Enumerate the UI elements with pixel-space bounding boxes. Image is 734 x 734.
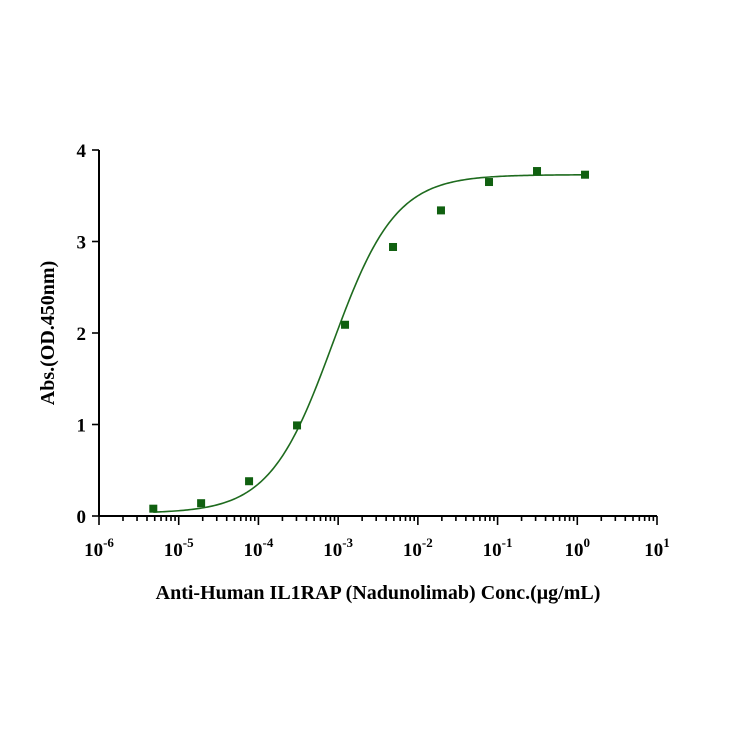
x-tick-label: 10-4	[244, 535, 274, 561]
x-tick-label: 10-2	[403, 535, 433, 561]
x-ticks: 10-6 10-5 10-4 10-3 10-2 10-1 100 101	[84, 516, 670, 561]
data-points	[149, 167, 590, 513]
x-axis-title: Anti-Human IL1RAP (Nadunolimab) Conc.(μg…	[156, 582, 601, 604]
x-tick-label: 101	[644, 535, 670, 561]
x-tick-label: 10-1	[483, 535, 513, 561]
axes	[98, 150, 657, 517]
data-point	[197, 499, 206, 508]
y-tick-label: 3	[77, 233, 87, 254]
data-point	[149, 504, 158, 513]
data-point	[293, 421, 302, 430]
y-tick-label: 1	[77, 416, 87, 437]
y-tick-label: 0	[77, 507, 87, 528]
x-tick-label: 10-3	[323, 535, 353, 561]
data-point	[436, 206, 445, 215]
data-point	[245, 477, 254, 486]
data-point	[389, 242, 398, 251]
y-tick-label: 4	[77, 141, 87, 162]
data-point	[341, 320, 350, 329]
data-point	[485, 178, 494, 187]
x-tick-label: 10-5	[164, 535, 194, 561]
data-point	[533, 167, 542, 176]
y-axis-title: Abs.(OD.450nm)	[37, 261, 59, 405]
data-point	[581, 170, 590, 179]
x-tick-label: 100	[565, 535, 591, 561]
y-ticks: 0 1 2 3 4	[77, 141, 99, 528]
x-tick-label: 10-6	[84, 535, 114, 561]
y-tick-label: 2	[77, 324, 87, 345]
fit-curve	[153, 174, 586, 513]
